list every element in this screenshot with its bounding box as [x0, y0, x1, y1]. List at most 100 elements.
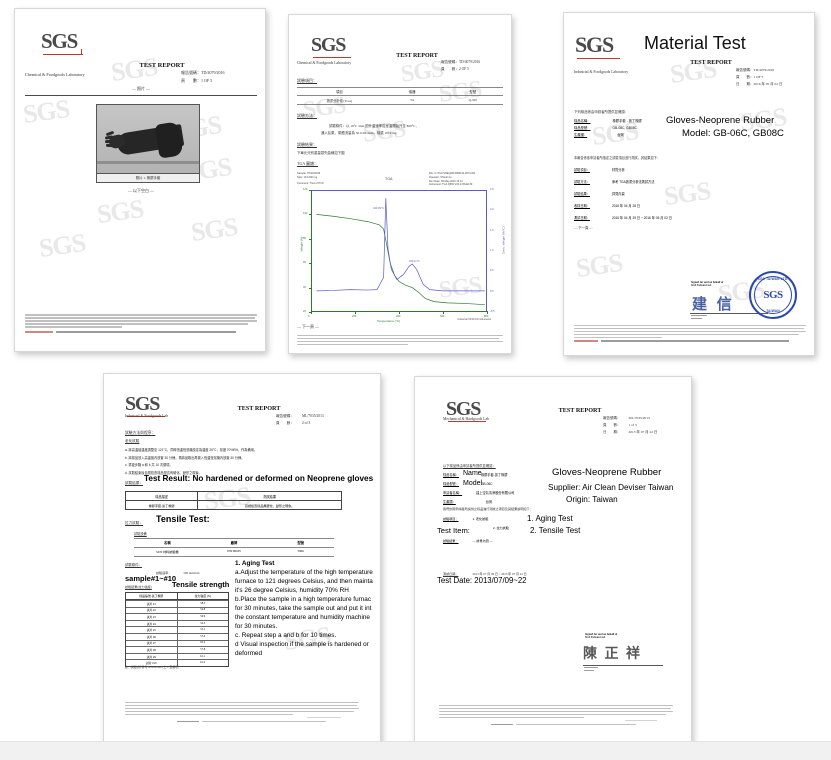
tensile-cell-id: 試片 #10: [126, 660, 178, 666]
overlay-field-name: Name: [463, 470, 482, 477]
field-row: 試驗結果： — 詳見內頁 —: [443, 537, 509, 546]
field-row: 測試日期： 2016 年 04 月 29 日 ~ 2016 年 05 月 02 日: [574, 212, 672, 224]
tensile-row: 試片 #5 55.1: [126, 626, 228, 633]
chart-annotation: 340.09°C: [373, 207, 384, 210]
field-label: 試驗項目：: [574, 168, 590, 172]
sgs-logo: SGS: [575, 32, 620, 59]
page-value: 2 of 3: [301, 421, 311, 425]
document-footer: [297, 335, 503, 346]
result-table-header-cell: 測試結果: [263, 494, 277, 499]
report-title: TEST REPORT: [139, 62, 185, 69]
chart-ytick-label: 20: [303, 310, 306, 313]
field-row: 樣品型號： GB-06C: [443, 480, 514, 489]
tensile-cell-id: 試片 #6: [126, 633, 178, 640]
item-table-header-cell: 型號: [469, 90, 477, 95]
sample-fields: 樣品名稱： 橡膠手套-氯丁橡膠 樣品型號： GB-06C 申請者名稱： 建上空氣清淨股…: [443, 471, 514, 507]
field-label: 樣品型號：: [574, 126, 591, 130]
signed-company: SGS Taiwan Ltd.: [585, 636, 606, 639]
chart-top-axis: [311, 190, 487, 191]
lab-name: Chemical & Foodgoods Laboratory: [297, 61, 352, 65]
tensile-cell-id: 試片 #7: [126, 640, 178, 647]
instrument-info-line: Run Date: 06-May-2016 13:14: [429, 179, 463, 183]
chart-title: TGA: [385, 177, 393, 181]
tensile-row: 試片 #2 52.8: [126, 606, 228, 614]
equipment-cell: 5966: [297, 549, 304, 554]
item-table: 項目 儀器 型號 熱重分析儀 (TGA) TA Q-500: [297, 87, 503, 105]
material-test-overlay-title: Material Test: [644, 33, 746, 53]
overlay-field-model: Model: [463, 480, 483, 487]
tensile-row: 試片 #9 61.1: [126, 652, 228, 660]
signature-footnote: [691, 315, 707, 320]
aging-step: c. Repeat step a and b for 10 times.: [235, 632, 337, 639]
field-value: 參考 TGA熱重分析法測試方法: [611, 180, 655, 184]
field-label: 收樣日期：: [574, 204, 590, 208]
aging-step: furnace to 121 degrees Celsius, and then…: [235, 578, 373, 585]
field-row: 樣品名稱： 橡膠手套 - 氯丁橡膠: [574, 118, 642, 125]
field-label: 樣品名稱：: [574, 119, 591, 123]
chart-ytick-label: 60: [303, 261, 306, 265]
chart-y2tick-label: 1.0: [490, 249, 494, 252]
chart-ytick-label: 40: [303, 285, 306, 289]
chart-xtick: [443, 311, 444, 314]
intro-line: 下列樣品係由申請者所提供並確認：: [574, 110, 629, 114]
equipment-table: 名稱 廠牌 型號 SUN 材料試驗機 INSTRON 5966: [134, 538, 334, 557]
watermark: SGS: [21, 93, 71, 130]
section-label-method: 試驗方法：: [297, 113, 317, 118]
stamp-center-text: SGS: [763, 289, 783, 301]
page-number: 頁 數：1 OF 5: [181, 78, 212, 84]
equipment-header-cell: 廠牌: [230, 541, 238, 546]
tensile-row: 試片 #7 65.2: [126, 639, 228, 647]
watermark: SGS: [109, 51, 159, 88]
report-number: 報告號碼：TD/4079/2016: [736, 68, 774, 73]
tensile-table: 樣品編號-氯丁橡膠 拉力強度 (N) 試片 #1 58.5 試片 #2 52.8 試片 …: [125, 592, 229, 667]
overlay-supplier: Supplier: Air Clean Deviser Taiwan: [548, 483, 674, 492]
tensile-cell-value: 50.9: [200, 614, 206, 618]
result-table-cell: 橡膠手套-氯丁橡膠: [126, 501, 199, 510]
test-item-fields: 試驗項目： 1. 老化試驗 2. 拉力試驗 試驗結果： — 詳見內頁 —: [443, 515, 509, 546]
chart-y2tick-label: 0.0: [490, 289, 494, 293]
test-speed-value: 500 mm/min: [183, 571, 200, 575]
document-thumbnail-1[interactable]: SGS SGS SGS SGS SGS SGS SGS SGS TEST REP…: [14, 8, 266, 352]
field-row: 樣品型號： GB-06C, GB08C: [574, 125, 642, 132]
test-date-value: 2013 年 07 月 09 日 ~ 2013 年 07 月 22 日: [472, 572, 527, 576]
chart-left-axis: [311, 190, 312, 312]
overlay-test-2: 2. Tensile Test: [530, 526, 581, 535]
document-footer: [125, 702, 359, 723]
tensile-cell-value: 52.3: [200, 621, 206, 625]
watermark: SGS: [37, 227, 87, 264]
chart-ytick-label: 80: [303, 236, 306, 240]
overlay-origin: Origin: Taiwan: [566, 495, 618, 504]
document-thumbnail-5[interactable]: SGS TEST REPORT Mechanical & Hardgoods L…: [414, 376, 692, 748]
field-row: 收樣日期： 2016 年 04 月 28 日: [574, 200, 672, 212]
tensile-cell-id: 試片 #5: [126, 627, 178, 633]
result-table-cell: 目視檢查樣品無硬化、變形之現象。: [244, 503, 295, 508]
chart-ytick: [309, 238, 312, 240]
document-thumbnail-2[interactable]: SGS SGS SGS SGS SGS SGS TEST REPORT Chem…: [288, 14, 512, 354]
report-number-label: 報告號碼：: [441, 60, 459, 64]
aging-step: b.Place the sample in a high temperature…: [235, 596, 372, 603]
lab-name: Mechanical & Hardgoods Lab: [443, 417, 490, 421]
document-thumbnail-3[interactable]: SGS SGS SGS SGS SGS SGS SGS Material Tes…: [563, 12, 815, 356]
report-title: TEST REPORT: [396, 53, 438, 59]
stamp-arc-bottom: TAIWAN: [766, 309, 780, 313]
lab-name: Chemical & Foodgoods Laboratory: [25, 72, 85, 77]
chart-y2tick-label: 2.0: [490, 208, 494, 212]
document-footer: [439, 705, 673, 726]
tensile-row: 試片 #3 50.9: [126, 613, 228, 620]
field-label: 生產國：: [443, 500, 456, 504]
document-thumbnail-4[interactable]: SGS SGS SGS TEST REPORT Industrial & Foo…: [103, 373, 381, 745]
report-number-label: 報告號碼：: [276, 414, 294, 418]
chart-xtick-label: 0: [308, 315, 310, 318]
page-value: 1 of 3: [628, 423, 637, 427]
report-title: TEST REPORT: [237, 405, 281, 412]
bottom-strip: [0, 741, 831, 760]
sgs-logo: SGS: [311, 34, 352, 58]
field-label: 試驗項目：: [443, 517, 459, 521]
chart-ytick-label: 100: [303, 212, 308, 216]
chart-ytick-label: 120: [303, 188, 308, 191]
sgs-logo: SGS: [125, 393, 166, 417]
report-number-label: 報告號碼：: [181, 70, 201, 75]
overlay-aging-test: 1. Aging Test a.Adjust the temperature o…: [235, 559, 380, 658]
item-table-cell: TA: [410, 97, 415, 102]
report-number-value: TD/4079/2016: [753, 68, 775, 72]
